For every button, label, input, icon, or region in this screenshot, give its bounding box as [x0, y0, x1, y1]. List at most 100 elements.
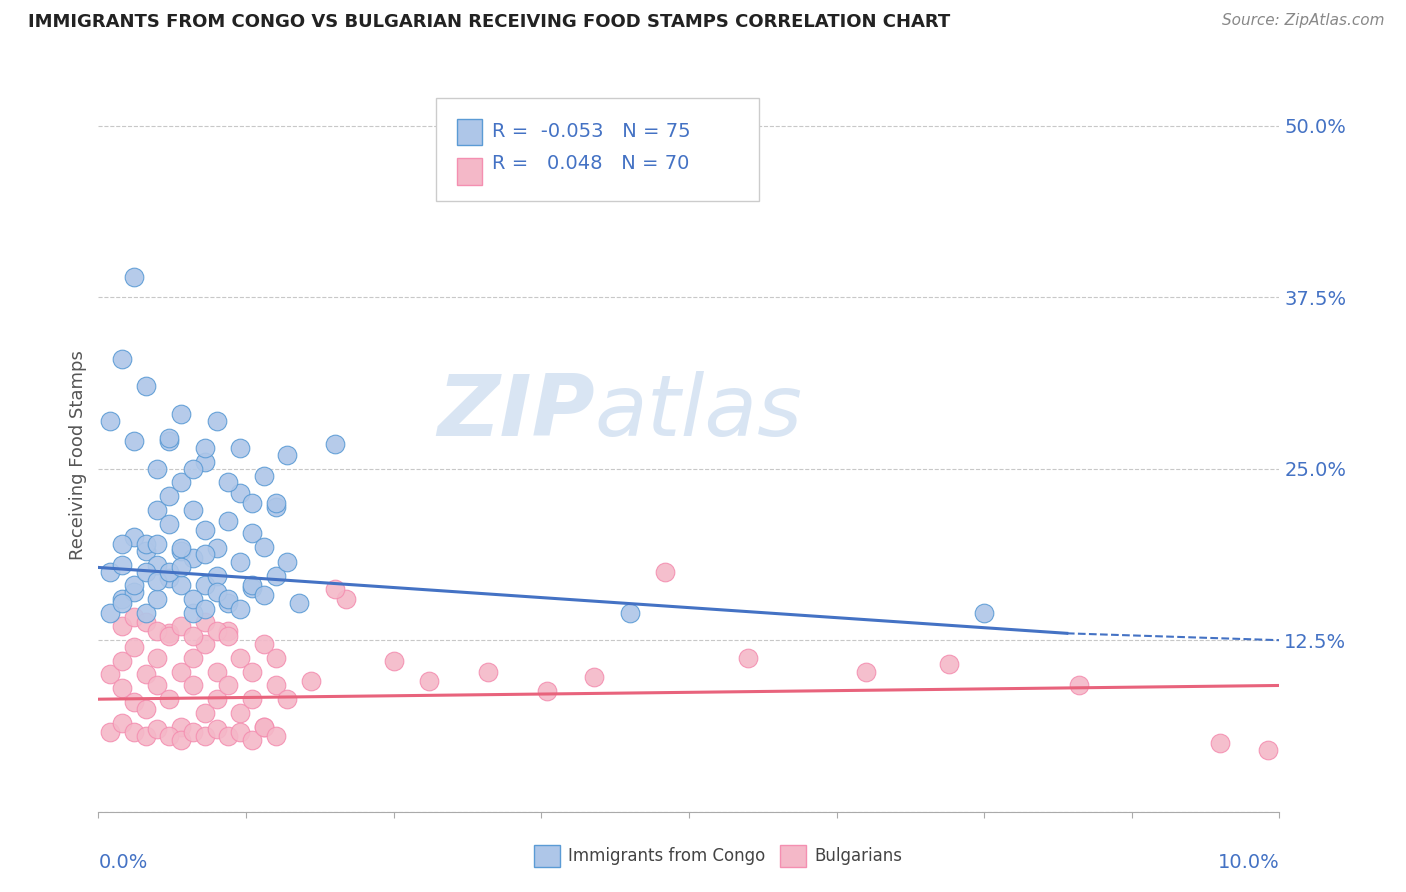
Point: [253, 468, 276, 483]
Point: [122, 640, 145, 654]
Point: [205, 568, 228, 582]
Point: [170, 407, 193, 421]
Point: [111, 351, 134, 366]
Point: [240, 526, 263, 541]
Point: [194, 615, 217, 630]
Point: [264, 500, 287, 514]
Point: [122, 530, 145, 544]
Point: [205, 723, 228, 737]
Point: [229, 486, 252, 500]
Point: [157, 434, 180, 449]
Point: [111, 619, 134, 633]
Point: [157, 489, 180, 503]
Point: [135, 379, 157, 393]
Point: [229, 706, 252, 720]
Point: [157, 565, 180, 579]
Text: Immigrants from Congo: Immigrants from Congo: [568, 847, 765, 865]
Point: [146, 592, 169, 607]
Point: [170, 578, 193, 592]
Point: [323, 582, 346, 597]
Point: [194, 706, 217, 720]
Point: [122, 578, 145, 592]
Point: [229, 555, 252, 569]
Point: [264, 678, 287, 692]
Point: [146, 537, 169, 551]
Point: [135, 615, 157, 630]
Point: [122, 610, 145, 624]
Point: [146, 723, 169, 737]
Point: [264, 496, 287, 510]
Point: [253, 588, 276, 602]
Point: [1257, 743, 1279, 757]
Point: [146, 503, 169, 517]
Point: [217, 678, 239, 692]
Point: [135, 544, 157, 558]
Point: [205, 665, 228, 679]
Text: IMMIGRANTS FROM CONGO VS BULGARIAN RECEIVING FOOD STAMPS CORRELATION CHART: IMMIGRANTS FROM CONGO VS BULGARIAN RECEI…: [28, 13, 950, 31]
Point: [205, 624, 228, 638]
Point: [240, 578, 263, 592]
Point: [170, 619, 193, 633]
Point: [264, 568, 287, 582]
Point: [418, 674, 440, 689]
Point: [98, 606, 121, 620]
Point: [619, 606, 641, 620]
Text: atlas: atlas: [595, 370, 803, 454]
Point: [146, 574, 169, 589]
Point: [181, 550, 204, 565]
Point: [170, 560, 193, 574]
Point: [98, 725, 121, 739]
Point: [1067, 678, 1090, 692]
Point: [122, 695, 145, 709]
Point: [217, 624, 239, 638]
Point: [111, 592, 134, 607]
Point: [111, 558, 134, 572]
Point: [382, 654, 405, 668]
Point: [583, 670, 606, 684]
Point: [194, 547, 217, 561]
Point: [111, 654, 134, 668]
Text: 10.0%: 10.0%: [1218, 853, 1279, 871]
Point: [157, 432, 180, 446]
Point: [157, 516, 180, 531]
Point: [217, 592, 239, 607]
Point: [111, 537, 134, 551]
Point: [170, 475, 193, 490]
Point: [135, 729, 157, 743]
Point: [253, 720, 276, 734]
Point: [157, 571, 180, 585]
Point: [122, 434, 145, 449]
Point: [157, 692, 180, 706]
Point: [194, 455, 217, 469]
Point: [98, 414, 121, 428]
Text: Bulgarians: Bulgarians: [814, 847, 903, 865]
Point: [146, 461, 169, 475]
Point: [217, 629, 239, 643]
Text: R =  -0.053   N = 75: R = -0.053 N = 75: [492, 122, 690, 141]
Point: [194, 729, 217, 743]
Point: [1209, 736, 1232, 750]
Point: [217, 596, 239, 610]
Point: [135, 702, 157, 716]
Point: [181, 606, 204, 620]
Point: [299, 674, 322, 689]
Point: [98, 565, 121, 579]
Point: [288, 596, 311, 610]
Point: [181, 725, 204, 739]
Point: [973, 606, 995, 620]
Text: 0.0%: 0.0%: [98, 853, 148, 871]
Point: [536, 684, 558, 698]
Point: [194, 441, 217, 455]
Point: [194, 637, 217, 651]
Point: [170, 665, 193, 679]
Point: [135, 565, 157, 579]
Point: [276, 555, 298, 569]
Point: [181, 651, 204, 665]
Text: Source: ZipAtlas.com: Source: ZipAtlas.com: [1222, 13, 1385, 29]
Point: [194, 524, 217, 538]
Point: [157, 626, 180, 640]
Point: [253, 637, 276, 651]
Point: [654, 565, 676, 579]
Point: [135, 606, 157, 620]
Point: [146, 678, 169, 692]
